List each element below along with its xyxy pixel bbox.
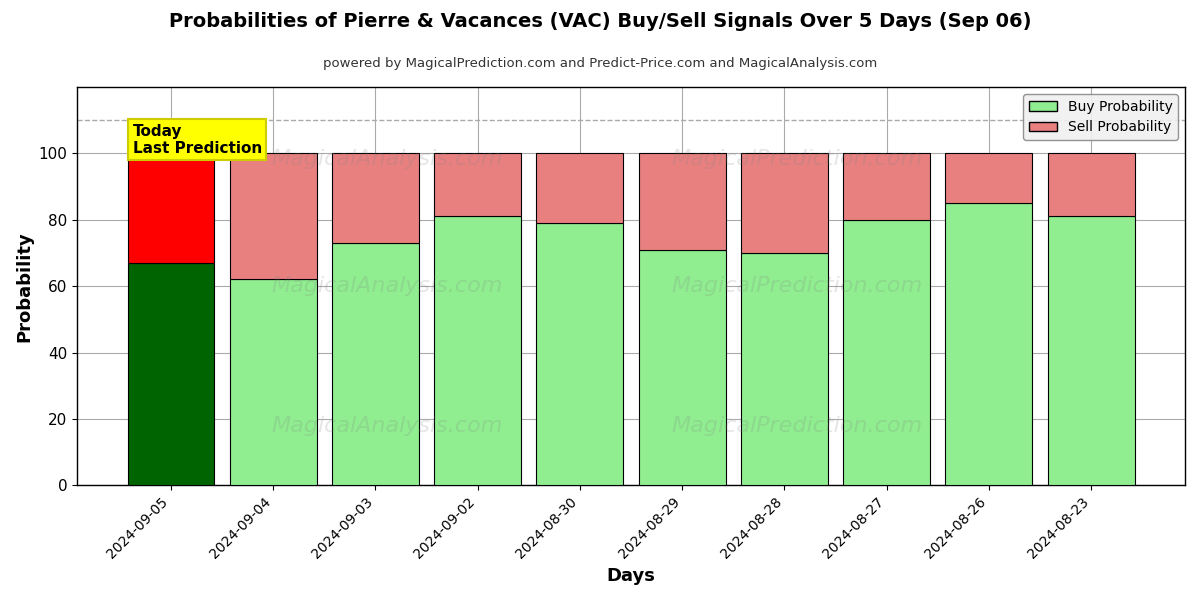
- Bar: [434, 217, 521, 485]
- Bar: [332, 154, 419, 243]
- Bar: [740, 154, 828, 253]
- Bar: [1048, 217, 1135, 485]
- Text: MagicalAnalysis.com: MagicalAnalysis.com: [271, 416, 503, 436]
- Bar: [332, 243, 419, 485]
- Text: powered by MagicalPrediction.com and Predict-Price.com and MagicalAnalysis.com: powered by MagicalPrediction.com and Pre…: [323, 57, 877, 70]
- X-axis label: Days: Days: [607, 567, 655, 585]
- Bar: [536, 223, 624, 485]
- Bar: [127, 263, 215, 485]
- Text: Today
Last Prediction: Today Last Prediction: [133, 124, 262, 156]
- Bar: [536, 154, 624, 223]
- Bar: [434, 154, 521, 217]
- Text: MagicalAnalysis.com: MagicalAnalysis.com: [271, 149, 503, 169]
- Bar: [1048, 154, 1135, 217]
- Text: MagicalPrediction.com: MagicalPrediction.com: [672, 276, 923, 296]
- Y-axis label: Probability: Probability: [14, 231, 32, 341]
- Bar: [946, 203, 1032, 485]
- Text: MagicalPrediction.com: MagicalPrediction.com: [672, 416, 923, 436]
- Text: Probabilities of Pierre & Vacances (VAC) Buy/Sell Signals Over 5 Days (Sep 06): Probabilities of Pierre & Vacances (VAC)…: [169, 12, 1031, 31]
- Bar: [740, 253, 828, 485]
- Bar: [229, 154, 317, 280]
- Bar: [127, 154, 215, 263]
- Legend: Buy Probability, Sell Probability: Buy Probability, Sell Probability: [1024, 94, 1178, 140]
- Bar: [638, 250, 726, 485]
- Bar: [844, 220, 930, 485]
- Text: MagicalAnalysis.com: MagicalAnalysis.com: [271, 276, 503, 296]
- Bar: [638, 154, 726, 250]
- Text: MagicalPrediction.com: MagicalPrediction.com: [672, 149, 923, 169]
- Bar: [229, 280, 317, 485]
- Bar: [844, 154, 930, 220]
- Bar: [946, 154, 1032, 203]
